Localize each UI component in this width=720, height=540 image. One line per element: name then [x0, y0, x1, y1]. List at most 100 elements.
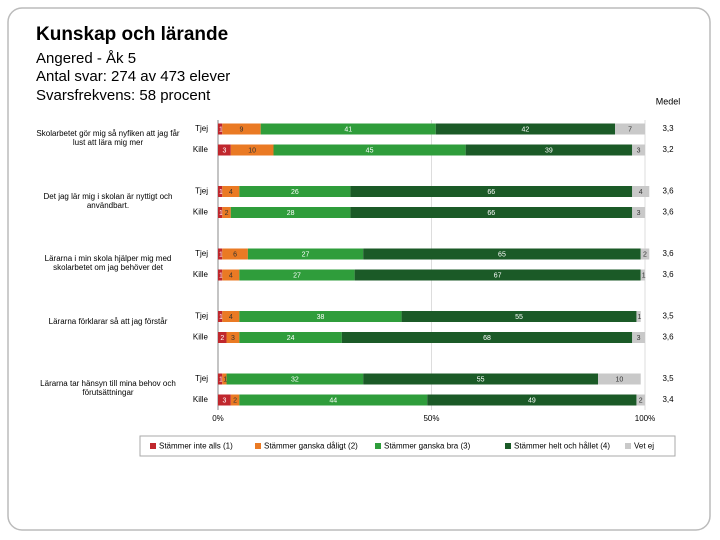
data-label: 67 [494, 272, 502, 279]
data-label: 38 [317, 314, 325, 321]
y-tick-label: Tjej [195, 187, 208, 196]
subtitle: Antal svar: 274 av 473 elever [36, 68, 231, 85]
bar-segment [341, 332, 633, 343]
bar-segment [363, 248, 641, 260]
bar-segment [239, 186, 351, 197]
bar-segment [222, 186, 240, 197]
bar-segment [239, 332, 342, 343]
bar-segment [222, 269, 240, 281]
data-label: 3 [637, 335, 641, 342]
data-label: 2 [643, 251, 647, 258]
legend-swatch [505, 443, 511, 449]
bar-segment [354, 269, 641, 281]
data-label: 4 [229, 272, 233, 279]
medel-label: 3,6 [662, 333, 674, 342]
bar-segment [465, 144, 633, 156]
data-label: 2 [220, 335, 224, 342]
data-label: 3 [222, 147, 226, 154]
y-tick-label: Tjej [195, 312, 208, 321]
bar-segment [632, 207, 645, 218]
bar-segment [598, 373, 641, 385]
y-tick-label: Kille [193, 270, 209, 279]
bar-segment [350, 186, 633, 197]
bar-segment [230, 207, 351, 218]
bar-segment [222, 373, 227, 385]
data-label: 1 [642, 272, 646, 279]
data-label: 4 [639, 189, 643, 196]
data-label: 4 [229, 189, 233, 196]
data-label: 7 [628, 126, 632, 133]
data-label: 2 [639, 397, 643, 404]
bar-segment [632, 186, 650, 197]
title: Kunskap och lärande [36, 24, 229, 45]
y-tick-label: Kille [193, 145, 209, 154]
medel-label: 3,6 [662, 208, 674, 217]
data-label: 1 [219, 210, 223, 217]
bar-segment [218, 311, 223, 322]
bar-segment [218, 144, 231, 156]
legend-swatch [375, 443, 381, 449]
question-label: Lärarna i min skola hjälper mig med skol… [44, 254, 172, 272]
legend-label: Stämmer ganska dåligt (2) [264, 442, 358, 451]
bar-segment [230, 144, 274, 156]
legend-swatch [625, 443, 631, 449]
data-label: 2 [233, 397, 237, 404]
data-label: 1 [223, 376, 227, 383]
legend-label: Stämmer inte alls (1) [159, 442, 233, 451]
medel-label: 3,4 [662, 395, 674, 404]
data-label: 42 [522, 126, 530, 133]
data-label: 1 [219, 272, 223, 279]
x-tick-label: 100% [635, 414, 655, 423]
data-label: 10 [248, 147, 256, 154]
data-label: 66 [487, 189, 495, 196]
y-tick-label: Kille [193, 395, 209, 404]
data-label: 6 [233, 251, 237, 258]
medel-label: 3,6 [662, 249, 674, 258]
data-label: 55 [477, 376, 485, 383]
bar-segment [615, 123, 645, 135]
legend-label: Stämmer ganska bra (3) [384, 442, 471, 451]
bar-segment [218, 269, 223, 281]
data-label: 3 [222, 397, 226, 404]
question-label: Lärarna tar hänsyn till mina behov och f… [40, 379, 176, 397]
bar-segment [218, 332, 227, 343]
data-label: 3 [231, 335, 235, 342]
data-label: 39 [545, 147, 553, 154]
bar-segment [226, 373, 364, 385]
bar-segment [363, 373, 599, 385]
medel-header: Medel [656, 96, 681, 106]
legend-swatch [150, 443, 156, 449]
bar-segment [218, 373, 223, 385]
bar-segment [273, 144, 466, 156]
medel-label: 3,2 [662, 145, 674, 154]
bar-segment [239, 311, 402, 322]
data-label: 1 [219, 376, 223, 383]
data-label: 55 [515, 314, 523, 321]
data-label: 1 [219, 126, 223, 133]
legend-swatch [255, 443, 261, 449]
data-label: 66 [487, 210, 495, 217]
bar-segment [427, 394, 637, 406]
data-label: 28 [287, 210, 295, 217]
y-tick-label: Tjej [195, 249, 208, 258]
legend-box [139, 435, 676, 457]
data-label: 44 [329, 397, 337, 404]
subtitle: Svarsfrekvens: 58 procent [36, 87, 211, 104]
bar-segment [239, 269, 355, 281]
data-label: 1 [219, 251, 223, 258]
bar-segment [350, 207, 633, 218]
data-label: 4 [229, 314, 233, 321]
subtitle: Angered - Åk 5 [36, 50, 137, 67]
data-label: 65 [498, 251, 506, 258]
medel-label: 3,6 [662, 187, 674, 196]
data-label: 27 [302, 251, 310, 258]
bar-segment [636, 394, 645, 406]
medel-label: 3,6 [662, 270, 674, 279]
bar-segment [260, 123, 436, 135]
y-tick-label: Tjej [195, 374, 208, 383]
bar-segment [226, 332, 240, 343]
bar-segment [636, 311, 641, 322]
data-label: 1 [219, 314, 223, 321]
